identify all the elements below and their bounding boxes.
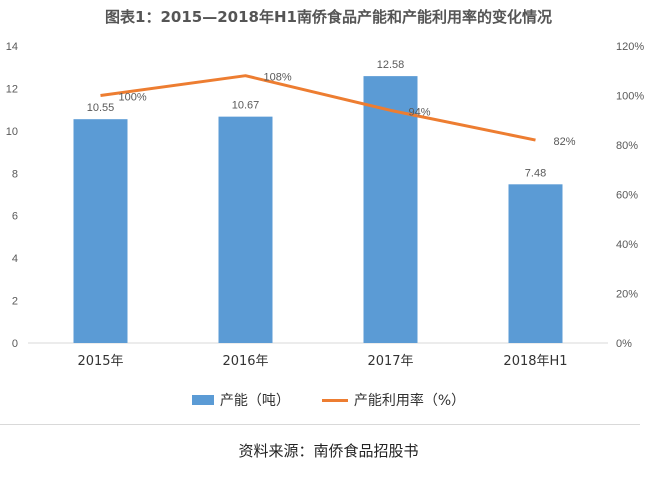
- y-right-tick-label: 80%: [616, 140, 638, 152]
- source-note: 资料来源：南侨食品招股书: [238, 442, 419, 460]
- bar: [73, 119, 128, 343]
- divider: [0, 424, 640, 425]
- y-left-tick-label: 10: [6, 126, 18, 138]
- y-right-tick-label: 120%: [616, 41, 644, 53]
- x-tick-label: 2016年: [222, 354, 268, 369]
- bar-value-label: 12.58: [377, 59, 405, 71]
- legend: 产能（吨） 产能利用率（%）: [0, 390, 657, 410]
- y-left-tick-label: 8: [12, 168, 18, 180]
- chart-plot: 0 2 4 6 8 10 12 14 0% 20% 40% 60% 80% 100% 120% 10.55 10…: [6, 41, 645, 369]
- line-value-label: 108%: [264, 72, 292, 84]
- y-right-tick-label: 20%: [616, 289, 638, 301]
- legend-swatch-line: [321, 398, 348, 402]
- bar-value-label: 7.48: [525, 167, 546, 179]
- line-value-label: 94%: [409, 106, 431, 118]
- line-value-label: 82%: [554, 136, 576, 148]
- y-left-tick-label: 4: [12, 253, 18, 265]
- y-left-tick-label: 6: [12, 211, 18, 223]
- x-tick-label: 2015年: [77, 354, 123, 369]
- legend-item-utilization: 产能利用率（%）: [321, 390, 466, 410]
- y-left-tick-label: 12: [6, 83, 18, 95]
- utilization-line: [100, 74, 536, 142]
- y-right-tick-label: 0%: [616, 338, 632, 350]
- y-left-tick-label: 14: [6, 41, 18, 53]
- y-left-tick-label: 2: [12, 296, 18, 308]
- bar: [363, 76, 418, 344]
- x-tick-label: 2018年H1: [503, 354, 567, 369]
- bar: [508, 184, 563, 343]
- y-left-tick-label: 0: [12, 338, 18, 350]
- bar-value-label: 10.55: [87, 102, 115, 114]
- x-tick-label: 2017年: [367, 354, 413, 369]
- y-right-tick-label: 60%: [616, 190, 638, 202]
- line-value-label: 100%: [119, 92, 147, 104]
- bar-value-label: 10.67: [232, 100, 260, 112]
- bar: [218, 116, 273, 343]
- legend-label-capacity: 产能（吨）: [219, 393, 290, 409]
- legend-label-utilization: 产能利用率（%）: [353, 393, 466, 409]
- y-right-tick-label: 40%: [616, 239, 638, 251]
- y-right-tick-label: 100%: [616, 91, 644, 103]
- legend-swatch-bar: [191, 395, 214, 405]
- legend-item-capacity: 产能（吨）: [191, 390, 290, 410]
- chart-title: 图表1：2015—2018年H1南侨食品产能和产能利用率的变化情况: [105, 8, 552, 26]
